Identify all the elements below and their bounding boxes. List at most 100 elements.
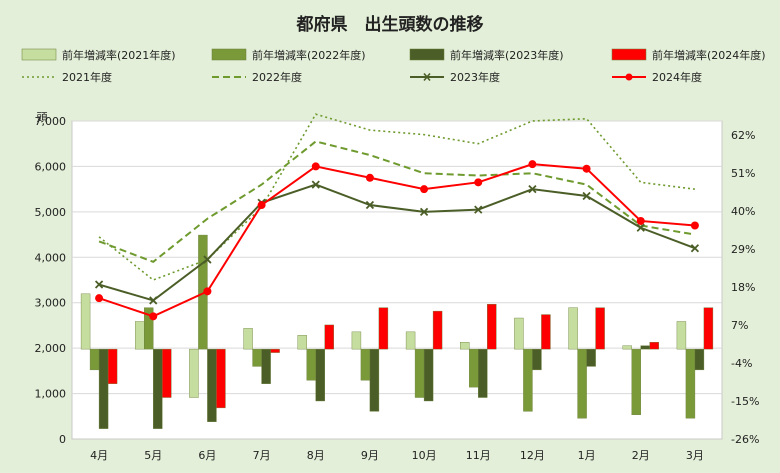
legend-swatch [611,48,647,61]
bar [622,345,632,350]
bar [378,307,389,350]
bar [577,348,587,419]
series-line [98,140,696,263]
bar [405,331,416,350]
bar [478,348,488,398]
bar [162,348,172,398]
point-marker [419,207,429,216]
point-marker [365,200,375,210]
point-marker [474,205,483,214]
y-left-tick-label: 4,000 [35,251,67,264]
bar [243,328,253,350]
bar [135,321,145,350]
bar [703,307,714,350]
point-marker [582,191,591,201]
bar [469,348,479,388]
legend-label: 前年増減率(2024年度) [652,48,766,62]
y-left-ticks: 0 1,000 2,000 3,000 4,000 5,000 6,000 7,000 [35,115,67,446]
legend-swatch [409,48,445,61]
y-right-tick-label: 40% [731,205,755,218]
point-marker [582,164,591,173]
y-right-tick-label: 18% [731,281,755,294]
bar [351,331,362,350]
bar [541,314,551,350]
x-tick-label: 7月 [253,449,271,462]
bar [595,307,605,350]
x-tick-label: 11月 [466,449,491,462]
y-right-tick-label: 51% [731,167,755,180]
bar [414,348,425,398]
point-marker [203,255,212,264]
point-marker [528,160,537,169]
legend-label: 2022年度 [252,70,302,84]
point-marker [420,185,429,194]
series-line [98,183,696,302]
bar [89,348,100,371]
y-left-tick-label: 7,000 [35,115,67,128]
bar [676,321,687,350]
y-right-tick-label: -15% [731,395,759,408]
point-marker [203,287,212,296]
y-left-tick-label: 0 [59,433,66,446]
bar [586,348,596,367]
point-marker [95,294,104,303]
bar [432,310,443,350]
series-line [98,163,696,318]
point-marker [311,162,320,171]
y-left-tick-label: 5,000 [35,206,67,219]
legend-label: 2024年度 [652,70,702,84]
point-marker [690,244,700,253]
y-right-tick-label: -4% [731,357,752,370]
point-marker [474,178,483,187]
bar [487,303,497,350]
bar [360,348,371,381]
grid [72,120,722,395]
y-right-tick-label: 7% [731,319,748,332]
point-marker [311,180,320,189]
point-marker [365,173,374,182]
chart-title: 都府県 出生頭数の推移 [296,14,484,35]
bar [144,307,154,350]
y-left-tick-label: 1,000 [35,388,67,401]
y-right-tick-label: -26% [731,433,759,446]
bar [532,348,542,371]
bar [98,348,109,429]
x-ticks: 4月 5月 6月 7月 8月 9月 10月 11月 12月 1月 2月 3月 [90,449,704,462]
bar [568,307,578,350]
x-tick-label: 1月 [578,449,596,462]
bar [460,342,470,350]
legend-label: 2023年度 [450,70,500,84]
point-marker [257,201,266,210]
y-left-tick-label: 6,000 [35,160,67,173]
bar [640,345,650,350]
x-tick-label: 4月 [90,449,108,462]
x-tick-label: 12月 [520,449,545,462]
y-right-tick-label: 62% [731,129,755,142]
bar [631,348,641,416]
bar [523,348,533,412]
legend-swatch [211,48,247,61]
legend-swatch [21,48,57,61]
legend-marker [423,72,431,82]
x-tick-label: 9月 [361,449,379,462]
x-tick-label: 3月 [686,449,704,462]
bar [315,348,325,402]
y-right-tick-label: 29% [731,243,755,256]
lines [94,113,700,321]
y-left-unit: 頭 [37,111,48,124]
point-marker [636,216,645,225]
point-marker [636,223,645,232]
bar [297,335,307,350]
bar [80,293,91,350]
legend-label: 2021年度 [62,70,112,84]
point-marker [149,296,158,305]
bar [153,348,163,429]
point-marker [149,312,158,321]
bar [514,317,524,350]
bar [685,348,696,419]
y-right-ticks: -26% -15% -4% 7% 18% 29% 40% 51% 62% [731,129,759,446]
bar [369,348,380,412]
bar [207,348,217,422]
legend-label: 前年増減率(2023年度) [450,48,564,62]
